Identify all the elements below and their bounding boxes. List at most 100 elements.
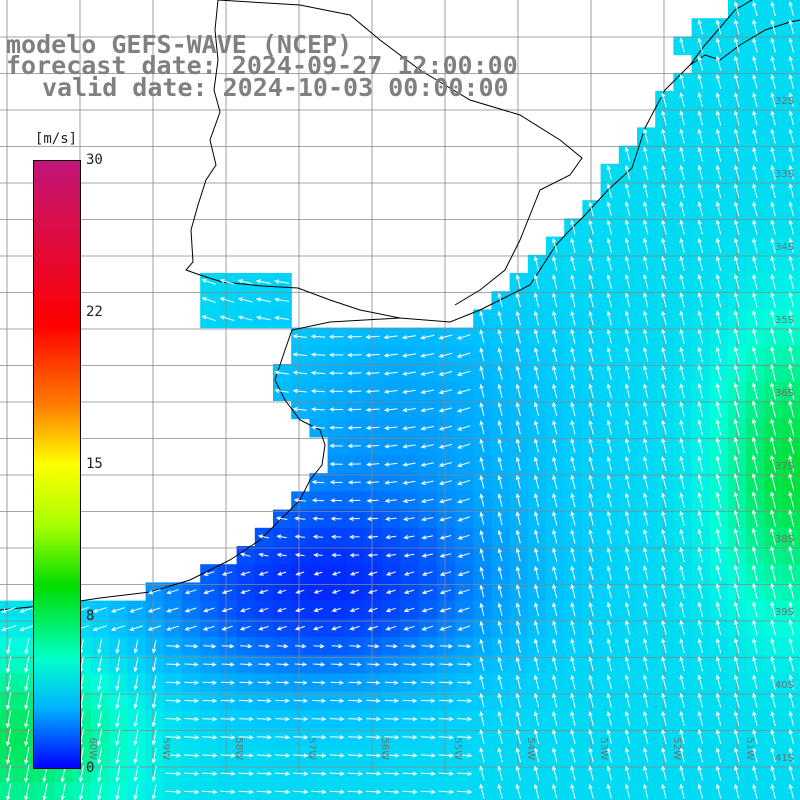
wind-arrow <box>115 711 121 728</box>
wind-arrow <box>770 400 777 418</box>
wind-arrow <box>347 461 361 467</box>
wind-arrow <box>679 419 685 435</box>
wind-arrow <box>295 571 305 576</box>
wind-arrow <box>734 747 740 763</box>
lat-label: 40S <box>775 680 794 691</box>
wind-arrow <box>606 656 612 672</box>
wind-arrow <box>293 735 309 740</box>
wind-arrow <box>438 771 455 776</box>
wind-arrow <box>78 765 84 783</box>
wind-arrow <box>606 783 612 799</box>
wind-arrow <box>752 619 758 636</box>
wind-arrow <box>534 529 539 544</box>
wind-arrow <box>384 789 400 795</box>
wind-arrow <box>751 491 758 509</box>
wind-arrow <box>349 552 360 558</box>
wind-arrow <box>420 444 434 449</box>
wind-arrow <box>383 334 398 340</box>
wind-arrow <box>5 728 12 747</box>
wind-arrow <box>752 255 758 272</box>
wind-arrow <box>219 315 235 321</box>
lat-label: 33S <box>775 169 794 180</box>
wind-arrow <box>588 346 594 362</box>
wind-arrow <box>697 546 703 563</box>
wind-arrow <box>733 582 740 600</box>
wind-arrow <box>402 753 418 758</box>
wind-arrow <box>497 511 503 526</box>
wind-arrow <box>24 765 30 783</box>
wind-arrow <box>147 607 161 613</box>
wind-arrow <box>184 589 197 595</box>
wind-arrow <box>329 443 343 449</box>
wind-arrow <box>133 675 139 691</box>
wind-arrow <box>479 620 485 635</box>
wind-arrow <box>133 639 139 654</box>
wind-arrow <box>570 438 576 453</box>
wind-arrow <box>733 328 740 345</box>
wind-arrow <box>367 571 378 576</box>
wind-arrow <box>515 729 521 745</box>
wind-arrow <box>715 201 722 217</box>
wind-arrow <box>497 529 503 544</box>
wind-arrow <box>752 364 758 382</box>
wind-arrow <box>552 292 558 308</box>
colorbar-tick-8: 8 <box>86 608 95 624</box>
wind-arrow <box>752 674 758 690</box>
wind-arrow <box>697 565 703 581</box>
wind-arrow <box>420 789 436 795</box>
wind-arrow <box>97 783 103 800</box>
wind-arrow <box>479 692 485 708</box>
wind-arrow <box>734 783 740 799</box>
wind-arrow <box>293 498 306 503</box>
wind-arrow <box>202 716 218 722</box>
wind-arrow <box>788 1 794 17</box>
wind-arrow <box>679 656 685 672</box>
wind-arrow <box>552 274 558 290</box>
wind-arrow <box>606 201 612 217</box>
wind-arrow <box>515 602 521 617</box>
wind-arrow <box>311 735 327 740</box>
wind-arrow <box>349 607 360 613</box>
wind-arrow <box>151 639 157 654</box>
wind-arrow <box>533 783 540 799</box>
wind-arrow <box>770 491 777 509</box>
wind-arrow <box>552 729 558 745</box>
wind-arrow <box>570 510 576 526</box>
wind-arrow <box>92 607 107 613</box>
wind-arrow <box>661 510 667 526</box>
wind-arrow <box>347 771 364 776</box>
wind-arrow <box>715 528 722 545</box>
wind-arrow <box>221 607 233 613</box>
wind-arrow <box>624 401 631 417</box>
wind-arrow <box>606 583 612 599</box>
wind-arrow <box>552 438 558 453</box>
wind-arrow <box>385 644 398 649</box>
wind-arrow <box>5 710 12 729</box>
wind-arrow <box>420 389 435 395</box>
wind-arrow <box>402 771 418 776</box>
wind-arrow <box>770 454 777 473</box>
wind-arrow <box>385 625 397 631</box>
wind-arrow <box>533 747 540 763</box>
wind-arrow <box>734 55 740 71</box>
wind-arrow <box>606 474 612 490</box>
wind-arrow <box>240 589 251 594</box>
wind-arrow <box>570 310 576 326</box>
wind-arrow <box>515 584 521 598</box>
wind-arrow <box>240 571 251 576</box>
wind-arrow <box>788 237 794 253</box>
wind-arrow <box>439 553 452 558</box>
wind-arrow <box>329 370 344 376</box>
wind-arrow <box>256 789 273 795</box>
wind-arrow <box>402 735 418 740</box>
wind-arrow <box>456 425 471 431</box>
wind-arrow <box>606 255 612 271</box>
wind-arrow <box>679 528 685 545</box>
wind-arrow <box>257 662 271 667</box>
wind-arrow <box>184 680 199 685</box>
wind-arrow <box>588 438 594 453</box>
wind-arrow <box>643 656 649 672</box>
wind-arrow <box>183 789 200 795</box>
wind-arrow <box>257 698 272 704</box>
wind-arrow <box>661 729 667 745</box>
